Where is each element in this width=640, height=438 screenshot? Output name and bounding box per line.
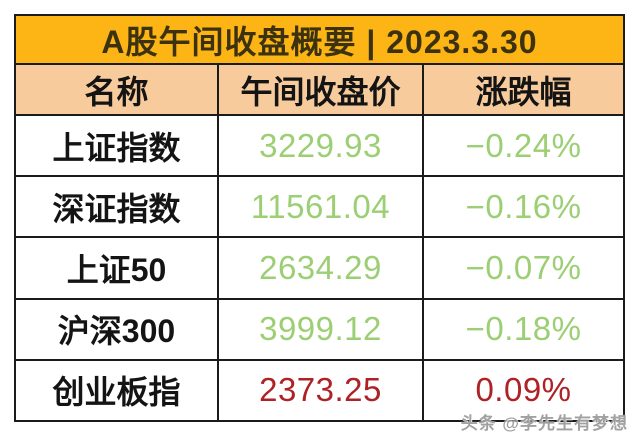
table-row-shanghai-composite: 上证指数 3229.93 −0.24% bbox=[16, 116, 623, 178]
index-change: −0.24% bbox=[465, 126, 582, 164]
index-name: 上证50 bbox=[16, 238, 219, 298]
index-price: 3999.12 bbox=[219, 299, 424, 359]
column-header-name: 名称 bbox=[16, 65, 219, 114]
index-price: 2373.25 bbox=[219, 360, 424, 421]
table-row-chinext: 创业板指 2373.25 0.09% bbox=[16, 360, 623, 421]
index-name: 深证指数 bbox=[16, 177, 219, 237]
table-title-bar: A股午间收盘概要 | 2023.3.30 bbox=[16, 16, 623, 65]
index-change: 0.09% bbox=[475, 371, 572, 409]
column-header-price: 午间收盘价 bbox=[219, 65, 424, 114]
column-header-row: 名称 午间收盘价 涨跌幅 bbox=[16, 65, 623, 116]
watermark: 头条 @李先生有梦想 bbox=[460, 414, 628, 433]
index-price: 2634.29 bbox=[219, 238, 424, 298]
index-change: −0.18% bbox=[465, 310, 582, 348]
table-row-csi300: 沪深300 3999.12 −0.18% bbox=[16, 299, 623, 361]
index-change: −0.16% bbox=[465, 187, 582, 225]
index-change: −0.07% bbox=[465, 249, 582, 286]
index-name: 沪深300 bbox=[16, 299, 219, 359]
index-price: 3229.93 bbox=[219, 116, 424, 176]
table-row-shenzhen-component: 深证指数 11561.04 −0.16% bbox=[16, 177, 623, 239]
table-row-sse50: 上证50 2634.29 −0.07% bbox=[16, 238, 623, 300]
index-name: 上证指数 bbox=[16, 116, 219, 176]
column-header-change: 涨跌幅 bbox=[475, 73, 572, 110]
index-name: 创业板指 bbox=[16, 360, 219, 421]
table-title: A股午间收盘概要 | 2023.3.30 bbox=[101, 23, 538, 60]
index-price: 11561.04 bbox=[219, 177, 424, 237]
market-summary-table: A股午间收盘概要 | 2023.3.30 名称 午间收盘价 涨跌幅 上证指数 3… bbox=[14, 14, 625, 422]
